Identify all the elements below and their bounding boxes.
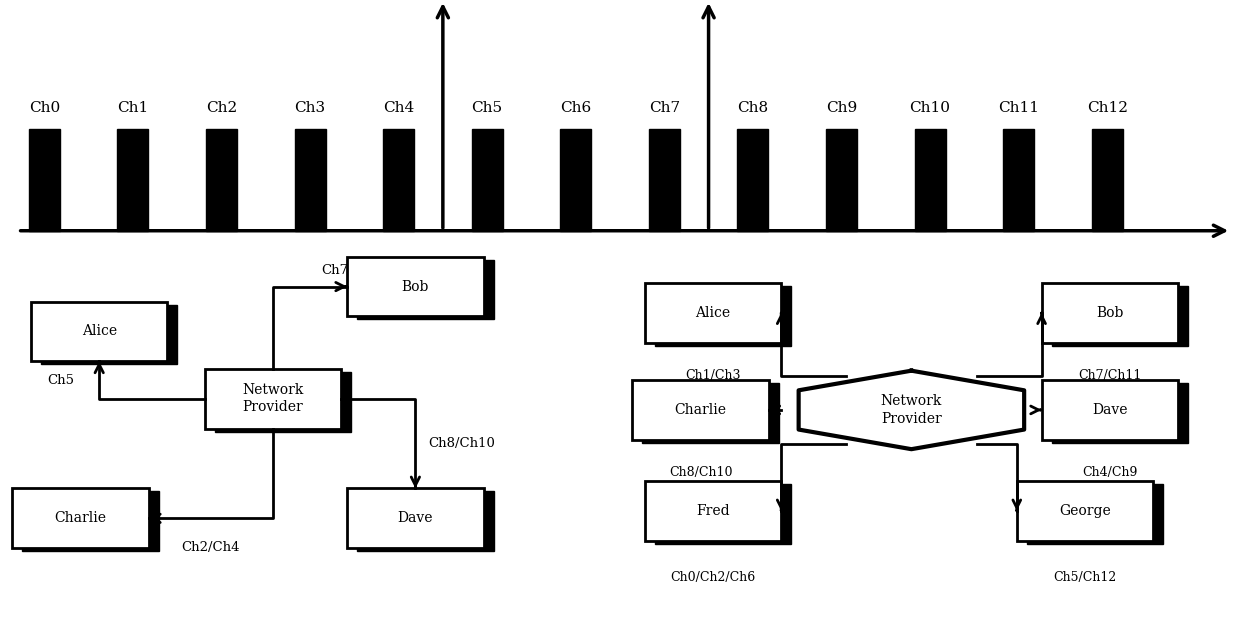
Text: Ch6: Ch6 — [560, 102, 591, 115]
Text: Ch12: Ch12 — [1086, 102, 1127, 115]
Text: Ch4: Ch4 — [383, 102, 414, 115]
Text: Dave: Dave — [398, 511, 433, 525]
Text: George: George — [1059, 504, 1111, 518]
FancyBboxPatch shape — [205, 369, 341, 429]
Bar — [41, 305, 177, 364]
Text: Ch0/Ch2/Ch6: Ch0/Ch2/Ch6 — [671, 571, 755, 584]
FancyBboxPatch shape — [347, 488, 484, 548]
Text: Ch1: Ch1 — [118, 102, 149, 115]
Bar — [215, 372, 351, 432]
Text: Bob: Bob — [1096, 306, 1123, 320]
Polygon shape — [799, 371, 1024, 449]
Text: Charlie: Charlie — [55, 511, 107, 525]
Bar — [383, 129, 414, 231]
Text: Network
Provider: Network Provider — [242, 383, 304, 414]
Bar — [357, 260, 494, 320]
Bar — [560, 129, 591, 231]
Bar — [295, 129, 325, 231]
Bar — [22, 492, 159, 551]
FancyBboxPatch shape — [645, 481, 781, 541]
Text: Ch9: Ch9 — [826, 102, 857, 115]
Text: Ch4/Ch9: Ch4/Ch9 — [1083, 466, 1137, 479]
Text: Ch11: Ch11 — [998, 102, 1039, 115]
Bar — [29, 129, 60, 231]
FancyBboxPatch shape — [12, 488, 149, 548]
Text: Charlie: Charlie — [675, 403, 727, 417]
FancyBboxPatch shape — [645, 283, 781, 343]
Text: Ch5/Ch12: Ch5/Ch12 — [1053, 571, 1117, 584]
Bar — [1003, 129, 1034, 231]
Text: Ch8/Ch10: Ch8/Ch10 — [668, 466, 733, 479]
Bar — [826, 129, 857, 231]
Bar — [642, 383, 779, 443]
Text: Ch10: Ch10 — [909, 102, 951, 115]
FancyBboxPatch shape — [632, 380, 769, 440]
Bar — [655, 286, 791, 346]
FancyBboxPatch shape — [1042, 380, 1178, 440]
Text: Ch8: Ch8 — [738, 102, 769, 115]
Text: Network
Provider: Network Provider — [880, 394, 942, 426]
Text: Ch5: Ch5 — [47, 374, 74, 386]
Text: Alice: Alice — [696, 306, 730, 320]
Bar — [1027, 484, 1163, 544]
Bar — [1052, 383, 1188, 443]
Bar — [1052, 286, 1188, 346]
Text: Bob: Bob — [402, 280, 429, 293]
Text: Alice: Alice — [82, 325, 117, 338]
FancyBboxPatch shape — [31, 302, 167, 361]
Text: Fred: Fred — [696, 504, 730, 518]
Bar — [206, 129, 237, 231]
Text: Ch3: Ch3 — [294, 102, 326, 115]
Bar — [471, 129, 502, 231]
FancyBboxPatch shape — [1042, 283, 1178, 343]
Text: Ch5: Ch5 — [471, 102, 502, 115]
Bar — [649, 129, 680, 231]
Bar — [738, 129, 769, 231]
Bar — [118, 129, 149, 231]
Text: Ch7/Ch11: Ch7/Ch11 — [1078, 369, 1142, 382]
Text: Ch1/Ch3: Ch1/Ch3 — [686, 369, 740, 382]
Text: Dave: Dave — [1092, 403, 1127, 417]
Text: Ch7: Ch7 — [321, 264, 348, 277]
Bar — [655, 484, 791, 544]
Text: Ch0: Ch0 — [29, 102, 60, 115]
Text: Ch2: Ch2 — [206, 102, 237, 115]
FancyBboxPatch shape — [347, 257, 484, 316]
FancyBboxPatch shape — [1017, 481, 1153, 541]
Bar — [915, 129, 945, 231]
Text: Ch2/Ch4: Ch2/Ch4 — [181, 541, 241, 554]
Text: Ch7: Ch7 — [649, 102, 680, 115]
Bar — [1091, 129, 1122, 231]
Text: Ch8/Ch10: Ch8/Ch10 — [428, 437, 495, 450]
Bar — [357, 492, 494, 551]
